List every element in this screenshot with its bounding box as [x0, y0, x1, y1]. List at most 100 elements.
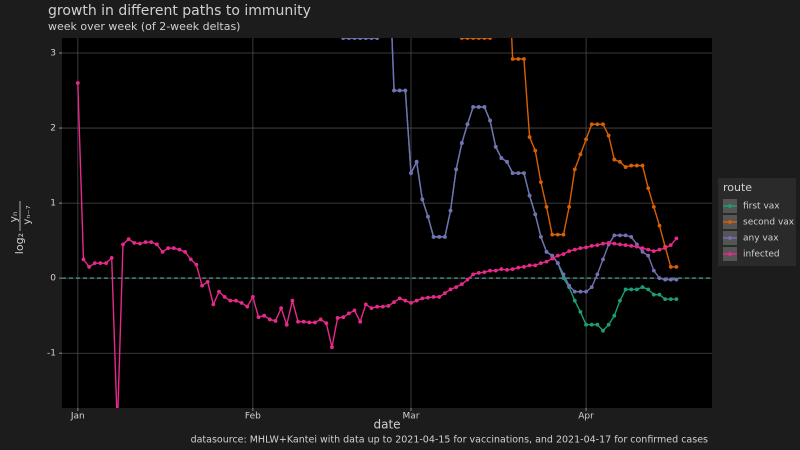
data-point — [476, 271, 481, 275]
data-point — [668, 277, 673, 282]
data-point — [510, 171, 515, 175]
data-point — [578, 310, 583, 314]
data-point — [572, 289, 577, 294]
data-point — [584, 137, 588, 142]
data-point — [228, 298, 233, 303]
data-point — [330, 345, 334, 350]
data-point — [572, 247, 577, 252]
data-point — [595, 122, 600, 127]
y-tick-label: 2 — [50, 124, 56, 134]
data-point — [392, 300, 396, 305]
data-point — [138, 241, 142, 246]
legend-key-point — [728, 204, 732, 208]
plot-panel — [62, 38, 712, 408]
data-point — [527, 135, 532, 139]
data-point — [121, 242, 125, 247]
data-point — [183, 249, 188, 254]
data-point — [663, 246, 668, 251]
data-point — [369, 38, 374, 40]
data-point — [324, 321, 329, 326]
data-point — [352, 308, 357, 313]
data-point — [584, 289, 588, 294]
data-point — [279, 306, 284, 311]
x-tick-label: Mar — [403, 412, 420, 422]
caption: datasource: MHLW+Kantei with data up to … — [191, 435, 708, 446]
data-point — [516, 265, 521, 270]
data-point — [454, 167, 459, 172]
y-tick-label: 0 — [50, 274, 56, 284]
data-point — [561, 232, 566, 237]
data-point — [81, 257, 86, 262]
data-point — [290, 298, 295, 303]
data-point — [646, 186, 651, 191]
data-point — [623, 165, 628, 169]
data-point — [618, 242, 622, 247]
data-point — [561, 252, 566, 257]
data-point — [375, 304, 380, 309]
data-point — [646, 287, 651, 292]
data-point — [499, 156, 504, 160]
legend-label: any vax — [743, 234, 779, 244]
y-tick-label: 3 — [50, 49, 56, 59]
data-point — [629, 287, 634, 292]
data-point — [273, 319, 278, 323]
data-point — [567, 249, 572, 254]
data-point — [634, 287, 639, 292]
data-point — [143, 240, 148, 245]
data-point — [346, 38, 351, 40]
data-point — [448, 208, 453, 213]
data-point — [550, 253, 555, 258]
data-point — [465, 277, 470, 282]
plot-layer — [75, 38, 679, 408]
data-point — [307, 320, 312, 325]
data-point — [544, 259, 549, 264]
data-point — [572, 298, 577, 303]
data-point — [623, 243, 628, 248]
data-point — [437, 234, 442, 239]
data-point — [234, 298, 238, 303]
data-point — [651, 268, 656, 273]
data-point — [555, 232, 560, 237]
data-point — [171, 246, 176, 251]
data-point — [369, 306, 374, 311]
data-point — [149, 240, 154, 245]
data-point — [623, 287, 628, 292]
data-point — [640, 246, 645, 251]
data-point — [409, 171, 413, 175]
data-point — [222, 295, 227, 299]
data-point — [471, 105, 476, 109]
data-point — [623, 233, 628, 238]
data-point — [601, 122, 605, 127]
chart-subtitle: week over week (of 2-week deltas) — [48, 20, 240, 33]
y-tick-label: 1 — [50, 199, 56, 209]
data-point — [516, 171, 521, 175]
data-point — [92, 261, 97, 266]
data-point — [426, 214, 430, 219]
data-point — [409, 301, 413, 305]
data-point — [533, 263, 538, 268]
y-tick-label: -1 — [47, 349, 56, 359]
data-point — [459, 141, 464, 145]
legend-label: infected — [743, 250, 780, 260]
data-point — [606, 240, 611, 245]
data-point — [522, 265, 526, 269]
y-axis-label: log₂ yₙ yₙ₋₇ — [7, 201, 33, 254]
data-point — [595, 272, 600, 277]
data-point — [109, 255, 114, 260]
data-point — [634, 163, 639, 168]
data-point — [510, 57, 515, 61]
data-point — [426, 295, 430, 300]
data-point — [75, 81, 80, 85]
y-label-prefix: log₂ — [13, 233, 26, 254]
data-point — [618, 159, 622, 164]
data-point — [465, 122, 470, 127]
data-point — [442, 291, 447, 296]
data-point — [589, 243, 594, 248]
data-point — [160, 249, 165, 254]
data-point — [538, 261, 543, 266]
data-point — [674, 236, 679, 241]
data-point — [601, 257, 605, 262]
data-point — [544, 249, 549, 254]
data-point — [177, 247, 182, 252]
